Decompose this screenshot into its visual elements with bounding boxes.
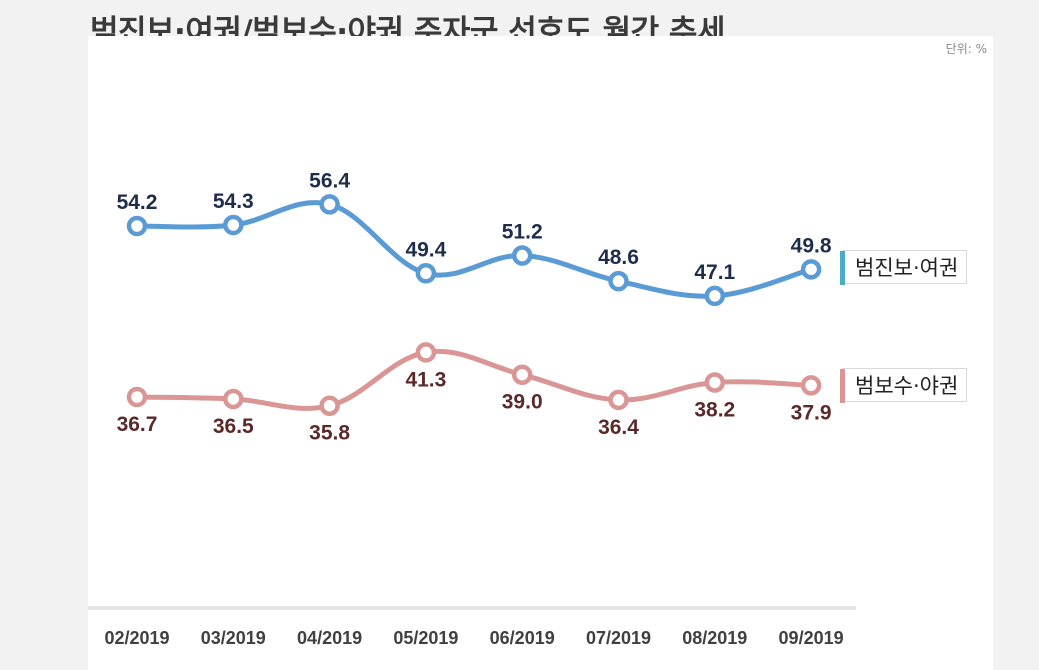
data-label-progressive-4: 51.2 (502, 221, 543, 244)
data-label-conservative-0: 36.7 (117, 413, 158, 436)
data-label-conservative-7: 37.9 (791, 401, 832, 424)
point-conservative-4 (511, 364, 533, 385)
data-label-progressive-5: 48.6 (598, 246, 639, 269)
point-progressive-2 (319, 194, 340, 215)
legend-progressive-swatch (840, 251, 845, 285)
point-progressive-5 (608, 270, 629, 292)
x-tick-label-2: 04/2019 (297, 628, 362, 648)
data-label-progressive-2: 56.4 (309, 169, 350, 192)
unit-label: 단위: % (945, 42, 987, 56)
point-conservative-1 (223, 388, 244, 410)
point-conservative-0 (126, 386, 148, 408)
x-tick-label-7: 09/2019 (779, 628, 844, 648)
legend-conservative: 범보수·야권 (840, 368, 968, 403)
point-conservative-2 (319, 395, 340, 416)
point-conservative-3 (415, 342, 437, 363)
data-label-progressive-3: 49.4 (405, 238, 446, 261)
point-progressive-1 (223, 214, 244, 236)
x-tick-label-3: 05/2019 (393, 628, 458, 648)
point-conservative-5 (608, 389, 629, 411)
plot-area (88, 36, 993, 670)
data-label-conservative-5: 36.4 (598, 416, 639, 439)
data-label-conservative-6: 38.2 (694, 398, 735, 421)
data-label-progressive-7: 49.8 (791, 234, 832, 257)
x-tick-label-4: 06/2019 (490, 628, 555, 648)
x-tick-label-5: 07/2019 (586, 628, 651, 648)
data-label-conservative-2: 35.8 (309, 422, 350, 445)
legend-progressive: 범진보·여권 (840, 250, 968, 285)
x-tick-label-6: 08/2019 (682, 628, 747, 648)
point-progressive-7 (800, 259, 822, 280)
x-tick-label-0: 02/2019 (104, 628, 169, 648)
point-progressive-0 (126, 215, 148, 237)
x-tick-label-1: 03/2019 (201, 628, 266, 648)
data-label-conservative-4: 39.0 (502, 391, 543, 414)
legend-conservative-swatch (840, 369, 845, 403)
point-progressive-6 (704, 285, 726, 307)
point-conservative-7 (800, 375, 822, 396)
data-label-progressive-0: 54.2 (117, 191, 158, 214)
data-label-conservative-3: 41.3 (405, 368, 446, 391)
series-line-conservative (134, 348, 814, 411)
data-label-progressive-6: 47.1 (694, 261, 735, 284)
point-conservative-6 (704, 372, 726, 393)
data-label-conservative-1: 36.5 (213, 415, 254, 438)
legend-conservative-label: 범보수·야권 (855, 374, 959, 398)
legend-progressive-label: 범진보·여권 (855, 256, 959, 280)
data-label-progressive-1: 54.3 (213, 190, 254, 213)
point-progressive-3 (415, 263, 437, 284)
x-axis-baseline (88, 606, 856, 610)
point-progressive-4 (511, 245, 533, 266)
